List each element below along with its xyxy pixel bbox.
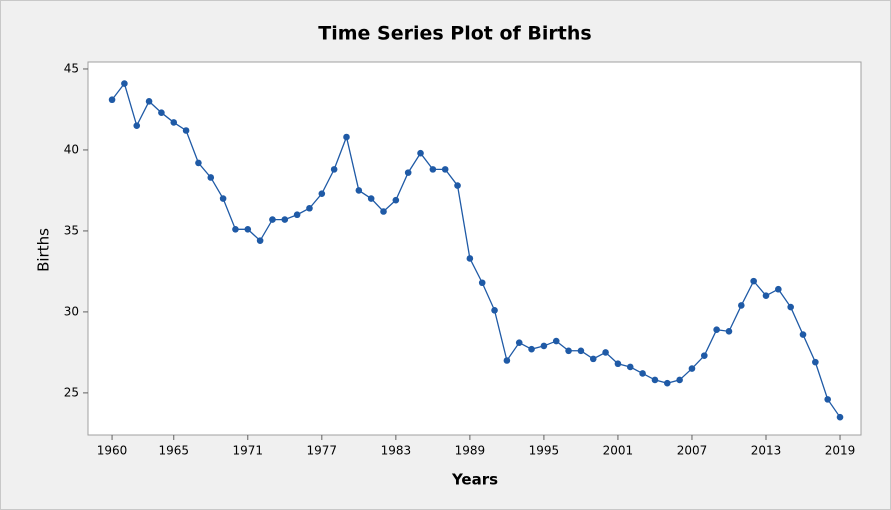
data-point xyxy=(651,376,659,384)
data-point xyxy=(256,237,264,244)
data-point xyxy=(429,166,437,173)
x-tick-label: 1971 xyxy=(233,444,264,458)
x-tick-label: 1983 xyxy=(381,444,412,458)
x-tick-label: 2019 xyxy=(825,444,856,458)
data-point xyxy=(491,306,498,314)
data-point xyxy=(121,80,128,87)
data-point xyxy=(454,182,461,189)
plot-area xyxy=(87,61,862,436)
y-tick-label: 30 xyxy=(64,304,79,318)
data-point xyxy=(306,204,313,212)
data-point xyxy=(713,326,720,334)
data-point xyxy=(232,226,239,233)
data-point xyxy=(565,347,572,355)
chart-title: Time Series Plot of Births xyxy=(318,23,591,45)
data-point xyxy=(108,96,116,104)
data-point xyxy=(738,302,745,309)
data-point xyxy=(170,119,178,126)
data-point xyxy=(688,365,696,372)
data-point xyxy=(417,149,424,157)
data-point xyxy=(478,279,486,287)
y-axis-label: Births xyxy=(35,228,53,272)
x-tick-label: 1995 xyxy=(529,444,560,458)
data-point xyxy=(330,166,338,173)
data-point xyxy=(392,196,400,204)
data-point xyxy=(158,109,165,116)
data-point xyxy=(133,122,141,129)
x-tick-label: 2013 xyxy=(751,444,782,458)
data-point xyxy=(355,187,363,194)
data-point xyxy=(762,292,770,300)
data-point xyxy=(836,413,844,421)
data-point xyxy=(343,133,350,141)
x-tick-label: 2001 xyxy=(603,444,634,458)
data-point xyxy=(367,195,375,202)
data-point xyxy=(145,98,153,105)
data-point xyxy=(626,363,634,371)
y-tick-label: 25 xyxy=(64,385,79,399)
data-point xyxy=(269,216,276,223)
data-point xyxy=(528,345,535,353)
data-point xyxy=(219,195,227,202)
data-point xyxy=(602,349,609,356)
data-point xyxy=(639,370,646,377)
data-point xyxy=(207,174,215,181)
data-point xyxy=(701,352,708,359)
data-point xyxy=(725,328,733,335)
data-point xyxy=(799,331,807,338)
x-axis-label: Years xyxy=(451,471,498,489)
data-point xyxy=(824,396,831,403)
data-point xyxy=(663,379,671,387)
y-tick-label: 35 xyxy=(64,223,79,237)
data-point xyxy=(515,339,523,346)
x-tick-label: 1977 xyxy=(307,444,338,458)
data-point xyxy=(552,337,560,345)
y-tick-label: 40 xyxy=(64,142,79,156)
data-point xyxy=(244,226,252,233)
data-point xyxy=(540,342,548,350)
data-point xyxy=(293,211,301,219)
data-point xyxy=(787,303,794,311)
data-point xyxy=(812,358,819,366)
data-point xyxy=(589,355,597,363)
y-tick-label: 45 xyxy=(64,61,79,75)
data-point xyxy=(614,360,622,368)
x-tick-label: 2007 xyxy=(677,444,708,458)
x-tick-label: 1989 xyxy=(455,444,486,458)
data-point xyxy=(775,285,782,293)
data-point xyxy=(750,277,757,285)
data-point xyxy=(281,216,289,223)
data-point xyxy=(441,166,449,173)
data-point xyxy=(318,190,326,197)
x-tick-label: 1965 xyxy=(158,444,189,458)
data-point xyxy=(466,255,474,262)
data-point xyxy=(380,208,387,215)
data-point xyxy=(503,357,511,364)
data-point xyxy=(577,347,585,355)
data-point xyxy=(404,169,412,176)
data-point xyxy=(182,127,190,134)
x-tick-label: 1960 xyxy=(97,444,128,458)
data-point xyxy=(195,159,202,167)
data-point xyxy=(676,376,683,384)
